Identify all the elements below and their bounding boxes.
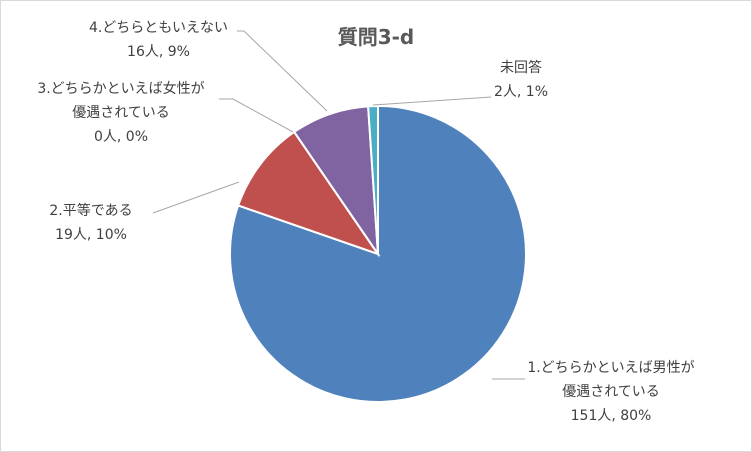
value-label: 19人, 10% <box>55 227 127 243</box>
slice-label: 1.どちらかといえば男性が 優遇されている <box>527 360 695 400</box>
value-label: 0人, 0% <box>93 129 149 145</box>
slice-label: 4.どちらともいえない <box>88 20 229 36</box>
leader-line <box>372 96 492 106</box>
chart-title: 質問3-d <box>337 25 415 49</box>
pie-slice <box>367 104 379 255</box>
leader-line <box>219 98 294 133</box>
slice-label: 3.どちらかといえば女性が 優遇されている <box>37 81 205 121</box>
leader-line <box>237 30 328 112</box>
slice-label: 2.平等である <box>49 203 133 219</box>
leader-line <box>152 181 240 214</box>
pie-slice <box>236 130 381 256</box>
slice-label: 未回答 <box>500 60 542 76</box>
value-label: 16人, 9% <box>127 44 190 60</box>
value-label: 2人, 1% <box>493 84 549 100</box>
value-label: 151人, 80% <box>570 408 652 424</box>
